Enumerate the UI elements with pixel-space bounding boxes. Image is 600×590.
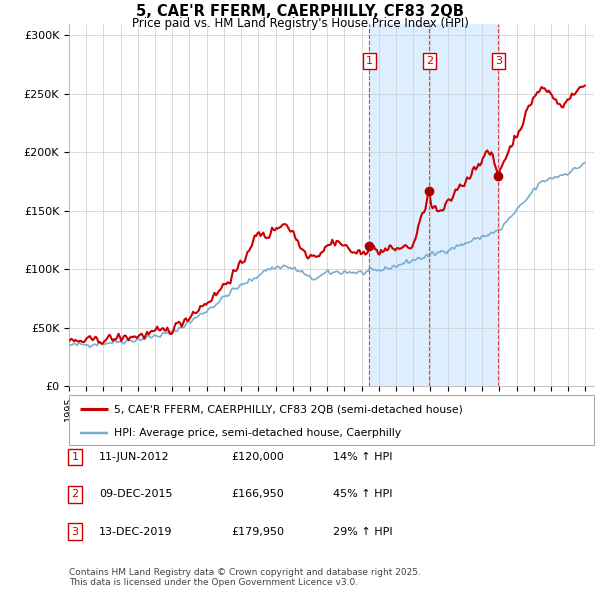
Text: £120,000: £120,000	[231, 453, 284, 462]
Text: Price paid vs. HM Land Registry's House Price Index (HPI): Price paid vs. HM Land Registry's House …	[131, 17, 469, 30]
Text: £179,950: £179,950	[231, 527, 284, 536]
Text: 14% ↑ HPI: 14% ↑ HPI	[333, 453, 392, 462]
Text: 3: 3	[495, 56, 502, 66]
Text: 45% ↑ HPI: 45% ↑ HPI	[333, 490, 392, 499]
Text: 09-DEC-2015: 09-DEC-2015	[99, 490, 173, 499]
Text: £166,950: £166,950	[231, 490, 284, 499]
Text: 2: 2	[426, 56, 433, 66]
Text: 11-JUN-2012: 11-JUN-2012	[99, 453, 170, 462]
Bar	[369, 24, 499, 386]
Text: 2: 2	[71, 490, 79, 499]
Text: 5, CAE'R FFERM, CAERPHILLY, CF83 2QB: 5, CAE'R FFERM, CAERPHILLY, CF83 2QB	[136, 4, 464, 19]
FancyBboxPatch shape	[69, 395, 594, 445]
Text: 1: 1	[71, 453, 79, 462]
Text: 5, CAE'R FFERM, CAERPHILLY, CF83 2QB (semi-detached house): 5, CAE'R FFERM, CAERPHILLY, CF83 2QB (se…	[113, 404, 463, 414]
Text: 3: 3	[71, 527, 79, 536]
Text: 29% ↑ HPI: 29% ↑ HPI	[333, 527, 392, 536]
Text: 13-DEC-2019: 13-DEC-2019	[99, 527, 173, 536]
Text: HPI: Average price, semi-detached house, Caerphilly: HPI: Average price, semi-detached house,…	[113, 428, 401, 438]
Text: Contains HM Land Registry data © Crown copyright and database right 2025.
This d: Contains HM Land Registry data © Crown c…	[69, 568, 421, 587]
Text: 1: 1	[365, 56, 373, 66]
